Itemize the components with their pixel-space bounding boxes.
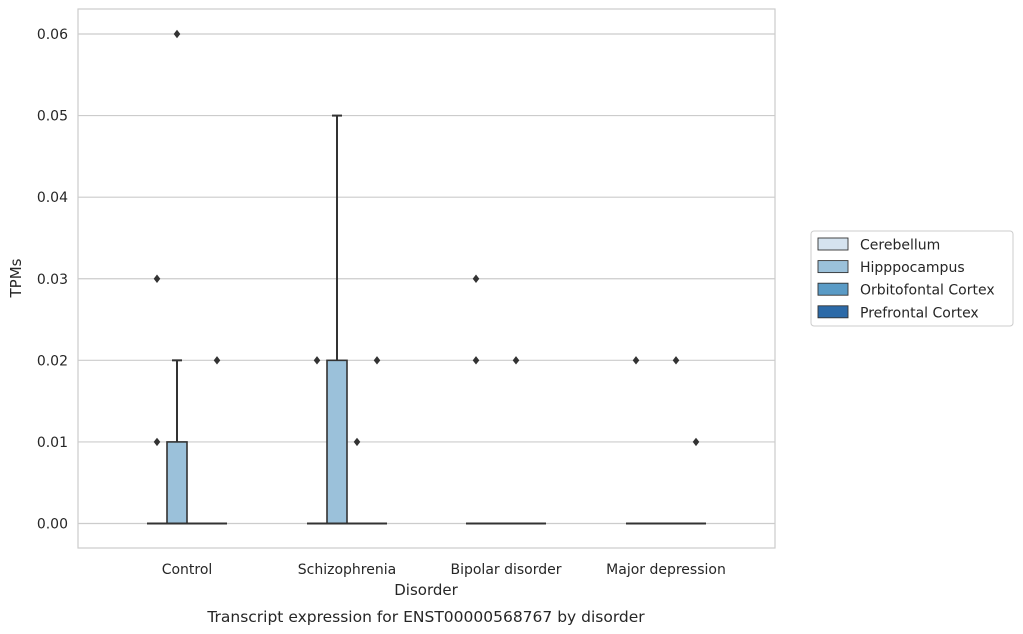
legend-frame bbox=[810, 230, 1014, 327]
box-orbitofontal-cortex bbox=[666, 356, 686, 525]
x-tick-label: Bipolar disorder bbox=[450, 562, 561, 578]
box-hipppocampus bbox=[166, 29, 188, 525]
box-orbitofontal-cortex bbox=[347, 437, 367, 525]
y-tick-label: 0.06 bbox=[37, 27, 68, 43]
x-tick-labels: Control Schizophrenia Bipolar disorder Majo… bbox=[162, 562, 726, 578]
box-hipppocampus bbox=[326, 114, 348, 525]
box-prefrontal-cortex bbox=[207, 356, 227, 525]
x-axis-label: Disorder bbox=[394, 581, 458, 599]
plot-area-frame bbox=[77, 8, 776, 549]
y-axis-label: TPMs bbox=[7, 258, 25, 298]
legend-label: Hipppocampus bbox=[860, 260, 965, 276]
legend-label: Prefrontal Cortex bbox=[860, 305, 979, 321]
legend-label: Orbitofontal Cortex bbox=[860, 283, 995, 299]
box-body bbox=[166, 441, 188, 525]
box-cerebellum bbox=[307, 356, 327, 525]
chart-caption: Transcript expression for ENST0000056876… bbox=[206, 608, 645, 626]
x-tick-label: Major depression bbox=[606, 562, 726, 578]
outlier-point bbox=[472, 274, 480, 283]
x-tick-label: Schizophrenia bbox=[298, 562, 396, 578]
outlier-point bbox=[173, 29, 181, 39]
outlier-point bbox=[153, 437, 161, 447]
outlier-point bbox=[632, 356, 640, 365]
legend: Cerebellum Hipppocampus Orbitofontal Corte… bbox=[810, 230, 1014, 327]
boxes bbox=[147, 29, 706, 525]
box-cerebellum bbox=[626, 356, 646, 525]
legend-swatch bbox=[817, 260, 849, 274]
y-tick-label: 0.04 bbox=[37, 190, 68, 206]
box-cerebellum bbox=[147, 274, 167, 525]
y-tick-labels: 0.00 0.01 0.02 0.03 0.04 0.05 0.06 bbox=[37, 27, 68, 533]
outlier-point bbox=[213, 356, 221, 365]
box-prefrontal-cortex bbox=[367, 356, 387, 525]
outlier-point bbox=[373, 356, 381, 365]
box-body bbox=[326, 359, 348, 525]
y-tick-label: 0.02 bbox=[37, 353, 68, 369]
outlier-point bbox=[692, 437, 700, 447]
box-cerebellum bbox=[466, 274, 486, 525]
outlier-point bbox=[472, 356, 480, 365]
gridlines bbox=[78, 33, 775, 525]
legend-swatch bbox=[817, 305, 849, 319]
y-tick-label: 0.05 bbox=[37, 109, 68, 125]
outlier-point bbox=[672, 356, 680, 365]
y-tick-label: 0.00 bbox=[37, 517, 68, 533]
legend-label: Cerebellum bbox=[860, 238, 940, 254]
outlier-point bbox=[353, 437, 361, 447]
outlier-point bbox=[153, 274, 161, 283]
legend-swatch bbox=[817, 237, 849, 251]
outlier-point bbox=[512, 356, 520, 365]
x-tick-label: Control bbox=[162, 562, 213, 578]
y-tick-label: 0.01 bbox=[37, 435, 68, 451]
outlier-point bbox=[313, 356, 321, 365]
box-orbitofontal-cortex bbox=[506, 356, 526, 525]
y-tick-label: 0.03 bbox=[37, 272, 68, 288]
legend-swatch bbox=[817, 282, 849, 296]
box-prefrontal-cortex bbox=[686, 437, 706, 525]
